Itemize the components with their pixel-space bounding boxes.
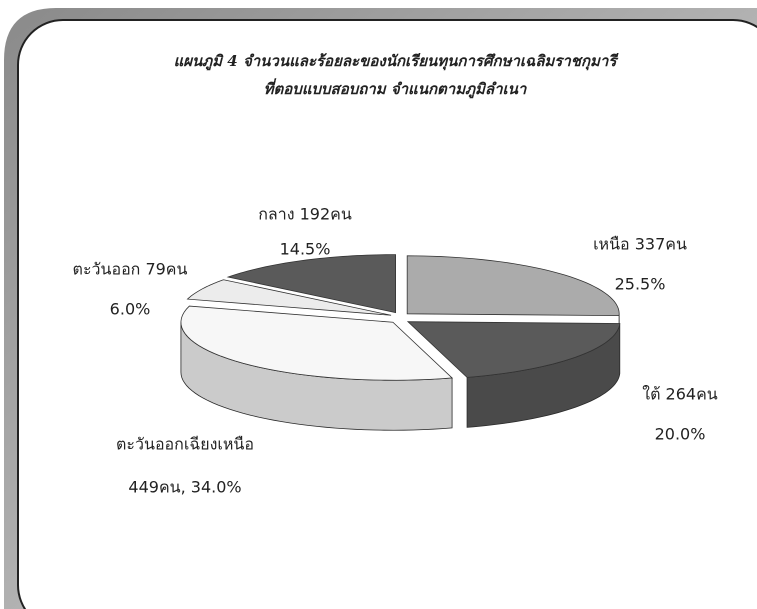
chart-title: แผนภูมิ 4 จำนวนและร้อยละของนักเรียนทุนกา… bbox=[174, 52, 620, 71]
category-label: กลาง 192คน bbox=[258, 205, 352, 224]
category-label: ตะวันออกเฉียงเหนือ bbox=[116, 435, 254, 454]
value-label: 20.0% bbox=[655, 425, 706, 444]
value-label: 6.0% bbox=[110, 300, 151, 319]
slice bbox=[180, 305, 454, 381]
slice bbox=[406, 321, 621, 378]
value-label: 14.5% bbox=[280, 240, 331, 259]
slice bbox=[406, 255, 620, 317]
slice bbox=[186, 279, 392, 316]
slice bbox=[226, 254, 397, 314]
value-label: 25.5% bbox=[615, 275, 666, 294]
category-label: ตะวันออก 79คน bbox=[73, 260, 188, 279]
chart-subtitle: ที่ตอบแบบสอบถาม จำแนกตามภูมิลำเนา bbox=[264, 78, 528, 99]
value-label: 449คน, 34.0% bbox=[128, 478, 241, 497]
category-label: เหนือ 337คน bbox=[593, 235, 687, 254]
category-label: ใต้ 264คน bbox=[642, 385, 718, 404]
